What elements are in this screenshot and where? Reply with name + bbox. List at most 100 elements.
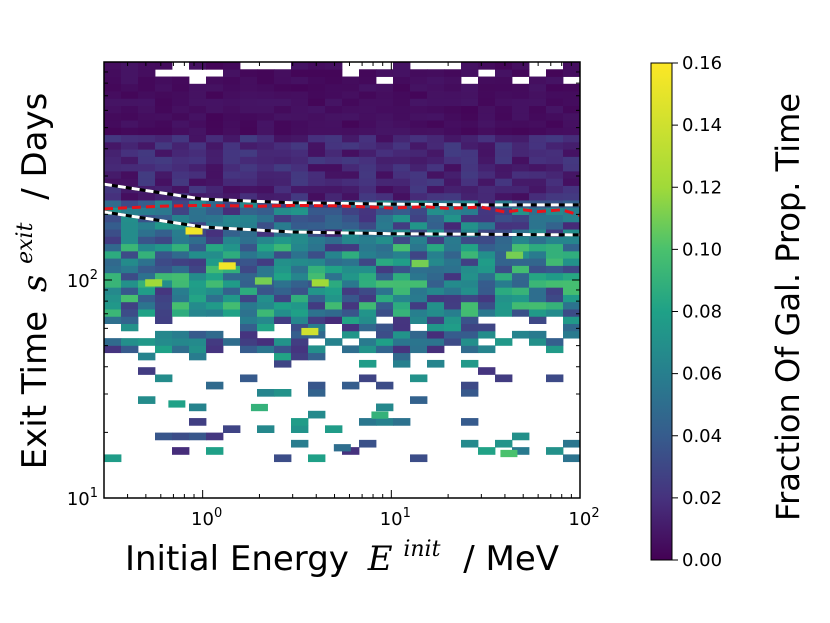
- heatmap-cell: [257, 323, 275, 332]
- heatmap-cell: [461, 287, 479, 295]
- heatmap-cell: [512, 98, 530, 106]
- heatmap-cell: [257, 69, 275, 77]
- heatmap-cell: [189, 178, 207, 186]
- heatmap-cell: [342, 141, 360, 150]
- heatmap-cell: [427, 171, 445, 179]
- heatmap-cell: [410, 221, 428, 230]
- x-axis-label-text: Initial Energy: [125, 539, 349, 579]
- heatmap-cell: [104, 83, 122, 92]
- heatmap-cell: [206, 338, 224, 346]
- heatmap-cell: [274, 309, 292, 317]
- heatmap-cell: [155, 374, 173, 383]
- heatmap-cell: [206, 185, 224, 194]
- heatmap-cell: [291, 280, 309, 288]
- heatmap-cell: [359, 192, 377, 201]
- heatmap-cell: [240, 163, 258, 172]
- heatmap-cell: [155, 141, 173, 150]
- heatmap-cell: [393, 352, 411, 361]
- heatmap-cell: [359, 83, 377, 92]
- heatmap-cell: [376, 323, 394, 332]
- heatmap-cell: [461, 69, 479, 77]
- heatmap-cell: [427, 178, 445, 186]
- heatmap-cell: [410, 316, 428, 324]
- heatmap-cell: [274, 141, 292, 150]
- heatmap-cell: [308, 178, 326, 186]
- heatmap-cell: [393, 250, 411, 259]
- heatmap-cell: [546, 272, 564, 281]
- heatmap-cell: [410, 91, 428, 99]
- heatmap-cell: [121, 258, 139, 266]
- heatmap-cell: [461, 192, 479, 201]
- colorbar-tick-label: 0.02: [682, 488, 722, 509]
- heatmap-cell: [376, 156, 394, 165]
- heatmap-cell: [393, 69, 411, 77]
- heatmap-cell: [410, 105, 428, 114]
- heatmap-cell: [274, 192, 292, 201]
- heatmap-cell: [291, 141, 309, 150]
- heatmap-cell: [308, 207, 326, 215]
- heatmap-cell: [444, 76, 462, 85]
- heatmap-cell: [563, 309, 581, 317]
- heatmap-cell: [546, 192, 564, 201]
- heatmap-cell: [512, 185, 530, 194]
- heatmap-cell: [104, 163, 122, 172]
- heatmap-cell: [376, 381, 394, 390]
- heatmap-cell: [359, 236, 377, 245]
- heatmap-cell: [529, 156, 547, 165]
- heatmap-cell: [478, 149, 496, 157]
- heatmap-cell: [444, 265, 462, 274]
- heatmap-cell: [223, 69, 241, 77]
- heatmap-cell: [563, 280, 581, 288]
- heatmap-cell: [308, 98, 326, 106]
- heatmap-cell: [342, 127, 360, 136]
- heatmap-cell: [376, 258, 394, 266]
- heatmap-cell: [359, 178, 377, 186]
- heatmap-cell: [495, 280, 513, 288]
- heatmap-cell: [342, 258, 360, 266]
- heatmap-cell: [461, 171, 479, 179]
- heatmap-cell: [495, 185, 513, 194]
- heatmap-cell: [274, 316, 292, 324]
- heatmap-cell: [410, 141, 428, 150]
- heatmap-cell: [529, 287, 547, 295]
- heatmap-cell: [563, 192, 581, 201]
- heatmap-cell: [393, 105, 411, 114]
- heatmap-cell: [257, 345, 275, 354]
- heatmap-cell: [512, 127, 530, 136]
- heatmap-cell: [529, 76, 547, 85]
- heatmap-cell: [325, 294, 343, 303]
- heatmap-cell: [410, 287, 428, 295]
- heatmap-cell: [308, 112, 326, 121]
- heatmap-cell: [563, 69, 581, 77]
- heatmap-cell: [325, 425, 343, 433]
- heatmap-cell: [478, 112, 496, 121]
- colorbar: [650, 62, 673, 561]
- heatmap-cell: [291, 163, 309, 172]
- heatmap-cell: [478, 156, 496, 165]
- heatmap-cell: [223, 287, 241, 295]
- heatmap-cell: [393, 192, 411, 201]
- heatmap-cell: [223, 294, 241, 303]
- heatmap-cell: [444, 287, 462, 295]
- heatmap-cell: [444, 134, 462, 143]
- heatmap-cell: [427, 301, 445, 310]
- heatmap-cell: [240, 265, 258, 274]
- heatmap-cell: [376, 330, 394, 339]
- heatmap-cell: [138, 352, 156, 361]
- heatmap-cell: [172, 98, 190, 106]
- heatmap-cell: [427, 98, 445, 106]
- heatmap-cell: [206, 120, 224, 128]
- heatmap-cell: [546, 236, 564, 245]
- heatmap-cell: [546, 309, 564, 317]
- heatmap-cell: [240, 91, 258, 99]
- heatmap-cell: [308, 287, 326, 295]
- heatmap-cell: [495, 301, 513, 310]
- heatmap-cell: [444, 243, 462, 252]
- heatmap-cell: [512, 141, 530, 150]
- heatmap-cell: [121, 98, 139, 106]
- heatmap-cell-highlight: [506, 251, 524, 259]
- heatmap-cell: [308, 76, 326, 85]
- heatmap-cell: [376, 345, 394, 354]
- axis-ticks: 100 101 102 101 102: [67, 62, 600, 530]
- heatmap-cell: [121, 91, 139, 99]
